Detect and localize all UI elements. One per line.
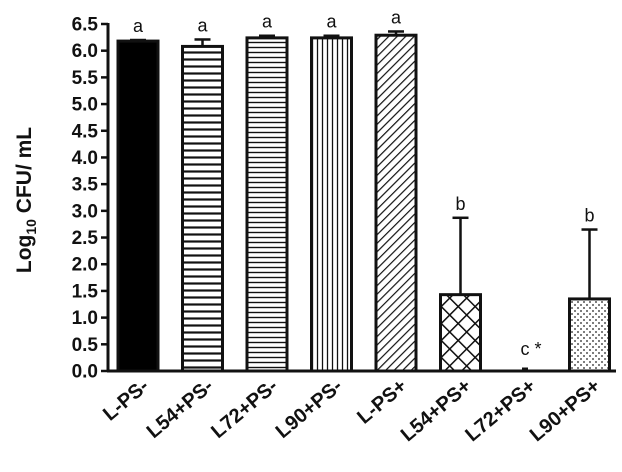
bar bbox=[181, 44, 224, 373]
y-tick-label: 5.5 bbox=[72, 68, 99, 89]
error-bar bbox=[194, 38, 211, 47]
y-tick-label: 4.5 bbox=[72, 121, 99, 142]
significance-label: a bbox=[262, 12, 273, 32]
x-tick-label: L54+PS- bbox=[143, 375, 218, 443]
error-bar bbox=[388, 30, 404, 36]
error-bar bbox=[259, 34, 275, 38]
axes: 0.0 0.5 1.0 1.5 2.0 2.5 3.0 3.5 4.0 4.5 5.0 5.5 6.0 6… bbox=[72, 15, 616, 383]
significance-label: b bbox=[584, 206, 594, 226]
bar bbox=[374, 33, 418, 373]
significance-label: c * bbox=[520, 339, 541, 359]
y-tick-label: 1.5 bbox=[72, 281, 99, 302]
bar bbox=[245, 36, 289, 373]
significance-label: a bbox=[391, 7, 402, 27]
significance-label: a bbox=[197, 15, 208, 35]
significance-labels: a a a a a b c * b bbox=[133, 7, 595, 359]
error-bar bbox=[581, 228, 598, 299]
significance-label: a bbox=[326, 12, 337, 32]
bar bbox=[439, 293, 482, 373]
error-bar bbox=[323, 34, 340, 38]
y-tick-label: 6.5 bbox=[72, 15, 99, 36]
error-bars bbox=[130, 30, 598, 299]
bar bbox=[568, 297, 611, 373]
y-tick-label: 1.0 bbox=[72, 308, 98, 329]
y-tick-label: 3.5 bbox=[72, 175, 99, 196]
bars bbox=[116, 33, 611, 373]
x-tick-label: L90+PS+ bbox=[526, 375, 605, 446]
y-tick-label: 3.0 bbox=[72, 201, 98, 222]
error-bar bbox=[452, 216, 469, 295]
y-tick-label: 0.5 bbox=[72, 335, 99, 356]
y-tick-label: 5.0 bbox=[72, 95, 98, 116]
x-tick-label: L72+PS- bbox=[207, 375, 282, 443]
y-tick-label: 2.5 bbox=[72, 228, 99, 249]
y-tick-label: 6.0 bbox=[72, 41, 98, 62]
y-tick-label: 2.0 bbox=[72, 255, 98, 276]
x-tick-labels: L-PS-L54+PS-L72+PS-L90+PS- L-PS+L54+PS+L7… bbox=[99, 375, 605, 446]
x-tick-label: L-PS+ bbox=[353, 375, 411, 429]
significance-label: b bbox=[455, 194, 465, 214]
x-tick-label: L-PS- bbox=[99, 375, 153, 425]
x-tick-label: L54+PS+ bbox=[397, 375, 476, 446]
bar bbox=[310, 36, 353, 373]
y-tick-label: 0.0 bbox=[72, 362, 98, 383]
significance-label: a bbox=[133, 16, 144, 36]
x-tick-label: L72+PS+ bbox=[461, 375, 540, 446]
x-tick-label: L90+PS- bbox=[272, 375, 347, 443]
error-bar bbox=[130, 38, 146, 42]
y-tick-label: 4.0 bbox=[72, 148, 98, 169]
bar bbox=[116, 39, 160, 373]
